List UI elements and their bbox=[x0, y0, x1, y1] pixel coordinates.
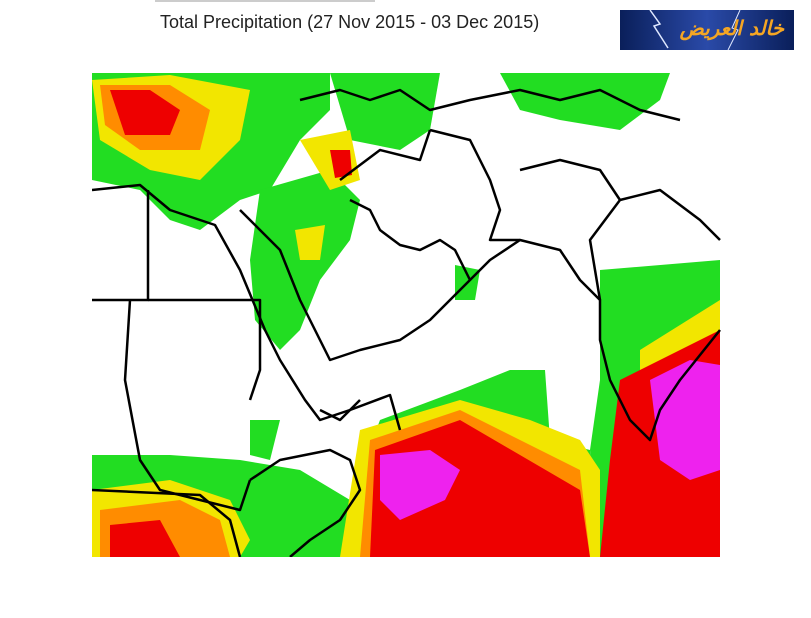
divider bbox=[155, 0, 375, 2]
logo: خالد العريض bbox=[620, 10, 794, 50]
logo-lightning bbox=[649, 10, 741, 50]
map-title: Total Precipitation (27 Nov 2015 - 03 De… bbox=[160, 12, 540, 32]
logo-text: خالد العريض bbox=[679, 16, 784, 40]
